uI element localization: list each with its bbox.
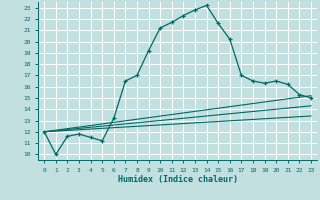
X-axis label: Humidex (Indice chaleur): Humidex (Indice chaleur) — [118, 175, 238, 184]
